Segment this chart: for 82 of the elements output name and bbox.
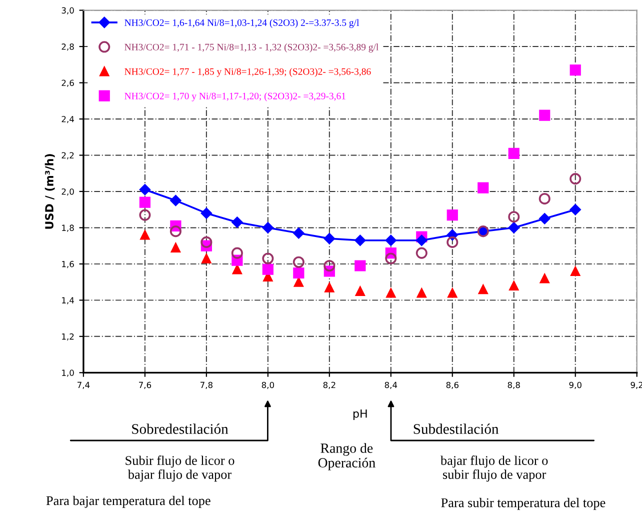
point bbox=[139, 184, 151, 196]
point bbox=[324, 282, 334, 292]
y-tick-label: 1,6 bbox=[62, 260, 74, 268]
x-tick-label: 8,0 bbox=[262, 382, 274, 389]
legend-label: NH3/CO2= 1,6-1,64 Ni/8=1,03-1,24 (S2O3) 2-=3.37-3.5 g/l bbox=[124, 19, 360, 28]
point bbox=[446, 236, 458, 248]
x-tick-label: 7,4 bbox=[78, 382, 90, 389]
point bbox=[294, 277, 304, 287]
point bbox=[508, 148, 520, 159]
text: Rango de Operación bbox=[318, 443, 376, 470]
point bbox=[540, 274, 550, 284]
point bbox=[170, 242, 181, 252]
x-tick-label: 7,6 bbox=[139, 382, 152, 389]
point bbox=[385, 252, 397, 264]
point bbox=[232, 264, 242, 274]
point bbox=[508, 222, 520, 234]
point bbox=[293, 267, 304, 279]
text: Sobredestilación bbox=[132, 424, 228, 434]
point bbox=[570, 204, 581, 216]
point bbox=[292, 256, 304, 268]
point bbox=[200, 236, 212, 248]
legend-label: NH3/CO2= 1,77 - 1,85 y Ni/8=1,26-1,39; (S2O3)2- =3,56-3,86 bbox=[124, 68, 371, 77]
point bbox=[416, 247, 428, 259]
point bbox=[232, 216, 243, 228]
y-tick-label: 2,4 bbox=[62, 116, 74, 124]
legend-label: NH3/CO2= 1,70 y Ni/8=1,17-1,20; (S2O3)2- =3,29-3,61 bbox=[124, 92, 346, 102]
text: bajar flujo de licor o subir flujo de vapor bbox=[440, 456, 548, 482]
y-tick-label: 1,4 bbox=[62, 297, 74, 304]
point bbox=[200, 208, 212, 219]
point bbox=[293, 228, 304, 239]
point bbox=[170, 194, 182, 206]
point bbox=[386, 288, 396, 298]
point bbox=[324, 260, 336, 272]
x-axis-title: pH bbox=[353, 410, 367, 420]
point bbox=[262, 222, 274, 234]
text: Para subir temperatura del tope bbox=[441, 498, 606, 510]
point bbox=[170, 226, 182, 238]
y-tick-label: 1,8 bbox=[62, 224, 74, 232]
point bbox=[539, 110, 550, 121]
y-tick-label: 1,0 bbox=[62, 370, 74, 377]
point bbox=[231, 247, 243, 259]
y-axis-title: USD / (m³/h) bbox=[44, 154, 55, 229]
point bbox=[508, 211, 520, 223]
legend-label: NH3/CO2= 1,71 - 1,75 Ni/8=1,13 - 1,32 (S2O3)2- =3,56-3,89 g/l bbox=[124, 44, 378, 52]
point bbox=[355, 286, 366, 296]
point bbox=[570, 173, 582, 185]
point bbox=[539, 213, 550, 224]
text: Subdestilación bbox=[414, 424, 499, 434]
point bbox=[448, 288, 458, 298]
x-tick-label: 7,8 bbox=[200, 382, 212, 389]
point bbox=[140, 230, 150, 240]
point bbox=[446, 209, 458, 221]
point bbox=[139, 209, 151, 221]
point bbox=[324, 232, 336, 244]
point bbox=[509, 280, 519, 291]
point bbox=[262, 264, 274, 275]
y-tick-label: 3,0 bbox=[62, 7, 74, 14]
y-tick-label: 2,2 bbox=[62, 152, 74, 160]
y-tick-label: 1,2 bbox=[62, 333, 74, 341]
text: Para bajar temperatura del tope bbox=[46, 496, 210, 508]
point bbox=[538, 192, 550, 204]
point bbox=[478, 182, 489, 194]
point bbox=[570, 266, 580, 276]
point bbox=[354, 234, 366, 246]
y-tick-label: 2,8 bbox=[62, 44, 74, 51]
x-tick-label: 8,8 bbox=[508, 382, 520, 389]
point bbox=[139, 196, 151, 208]
point bbox=[416, 234, 428, 246]
x-tick-label: 8,4 bbox=[384, 382, 398, 389]
y-tick-label: 2,6 bbox=[62, 80, 74, 87]
point bbox=[262, 252, 274, 264]
x-tick-label: 9,0 bbox=[569, 382, 582, 389]
point bbox=[570, 64, 581, 76]
point bbox=[478, 284, 488, 294]
point bbox=[354, 260, 366, 272]
y-tick-label: 2,0 bbox=[62, 188, 74, 196]
text: Subir flujo de licor o bajar flujo de vapor bbox=[126, 456, 234, 482]
point bbox=[202, 254, 212, 264]
x-tick-label: 8,2 bbox=[323, 382, 336, 389]
point bbox=[385, 234, 397, 246]
point bbox=[416, 288, 427, 298]
x-tick-label: 8,6 bbox=[446, 382, 458, 389]
